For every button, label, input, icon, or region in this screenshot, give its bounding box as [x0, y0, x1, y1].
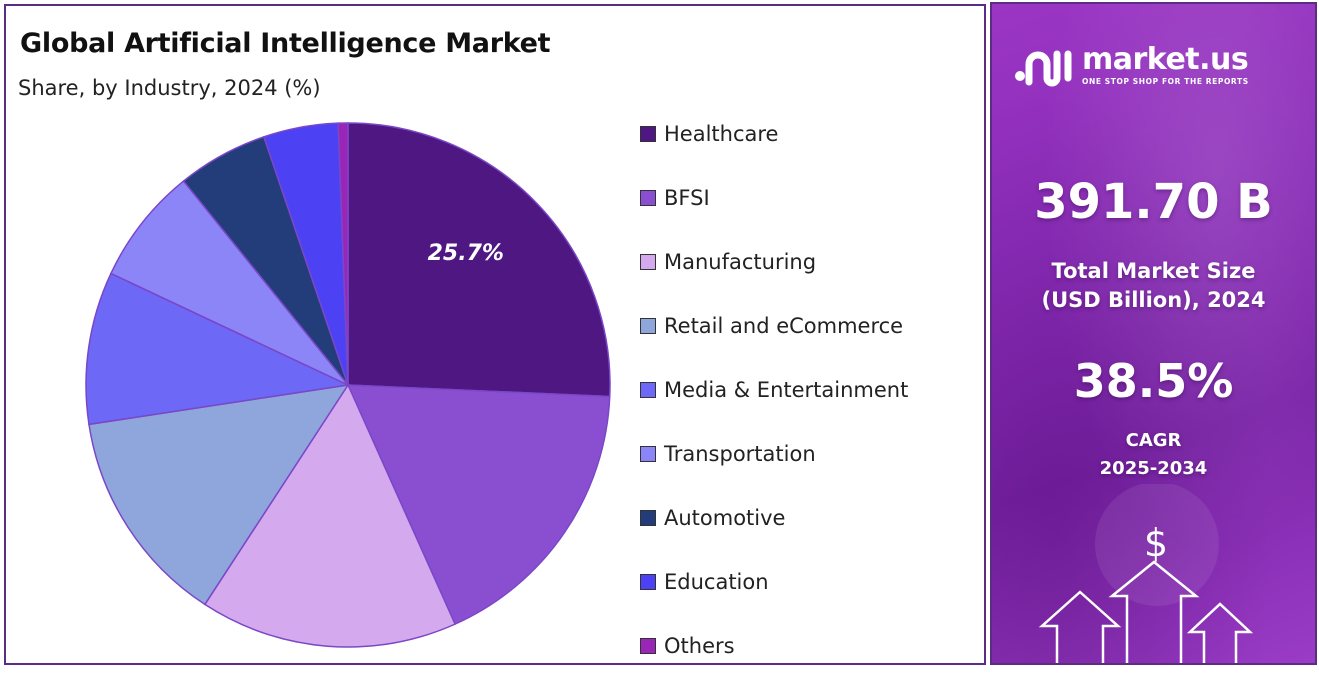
- legend-label: Healthcare: [664, 122, 779, 146]
- chart-title: Global Artificial Intelligence Market: [20, 28, 551, 59]
- legend-swatch: [640, 510, 656, 526]
- up-arrow-icon: [1038, 560, 1254, 663]
- pie-slice-media-entertainment: [85, 272, 351, 426]
- market-size-unit-label: (USD Billion), 2024: [1041, 288, 1266, 312]
- dollar-icon: $: [1144, 521, 1168, 565]
- legend-swatch: [640, 190, 656, 206]
- market-size-label: Total Market Size: [1051, 259, 1256, 283]
- market-size-value: 391.70 B: [1034, 174, 1273, 230]
- legend-label: Media & Entertainment: [664, 378, 909, 402]
- legend-item: BFSI: [640, 166, 980, 230]
- pie-slice-transportation: [109, 179, 349, 386]
- legend-swatch: [640, 254, 656, 270]
- legend-item: Healthcare: [640, 102, 980, 166]
- legend-swatch: [640, 126, 656, 142]
- legend-swatch: [640, 574, 656, 590]
- legend-label: Retail and eCommerce: [664, 314, 904, 338]
- legend-item: Education: [640, 550, 980, 614]
- legend-item: Manufacturing: [640, 230, 980, 294]
- cagr-period-label: 2025-2034: [1099, 458, 1208, 479]
- legend-item: Automotive: [640, 486, 980, 550]
- pie-slice-healthcare: [347, 122, 611, 398]
- legend-label: Transportation: [664, 442, 816, 466]
- cagr-value: 38.5%: [1073, 354, 1234, 408]
- pie-chart: 25.7%: [85, 122, 611, 648]
- pie-slice-manufacturing: [203, 383, 457, 648]
- chart-panel: Global Artificial Intelligence Market Sh…: [4, 4, 986, 665]
- legend-label: Others: [664, 634, 735, 658]
- chart-subtitle: Share, by Industry, 2024 (%): [18, 76, 321, 100]
- legend-swatch: [640, 638, 656, 654]
- pie-slice-retail-and-ecommerce: [88, 384, 350, 606]
- legend-item: Others: [640, 614, 980, 678]
- brand-logo: market.us ONE STOP SHOP FOR THE REPORTS: [1012, 42, 1249, 88]
- brand-tagline: ONE STOP SHOP FOR THE REPORTS: [1082, 76, 1249, 86]
- market-us-logo-icon: [1015, 50, 1072, 87]
- legend-label: Education: [664, 570, 769, 594]
- legend-swatch: [640, 318, 656, 334]
- chart-legend: Healthcare BFSI Manufacturing Retail and eC…: [640, 102, 980, 678]
- growth-illustration: $: [1038, 484, 1254, 663]
- brand-name: market.us: [1082, 41, 1249, 77]
- data-label-healthcare: 25.7%: [428, 241, 504, 266]
- pie-slice-others: [337, 122, 349, 386]
- legend-swatch: [640, 446, 656, 462]
- cagr-label: CAGR: [1125, 430, 1182, 451]
- background-image: [992, 4, 1315, 663]
- legend-item: Retail and eCommerce: [640, 294, 980, 358]
- legend-label: Manufacturing: [664, 250, 817, 274]
- summary-panel: market.us ONE STOP SHOP FOR THE REPORTS …: [990, 2, 1317, 665]
- legend-item: Transportation: [640, 422, 980, 486]
- pie-slice-bfsi: [346, 384, 611, 626]
- legend-label: Automotive: [664, 506, 786, 530]
- legend-label: BFSI: [664, 186, 710, 210]
- legend-swatch: [640, 382, 656, 398]
- legend-item: Media & Entertainment: [640, 358, 980, 422]
